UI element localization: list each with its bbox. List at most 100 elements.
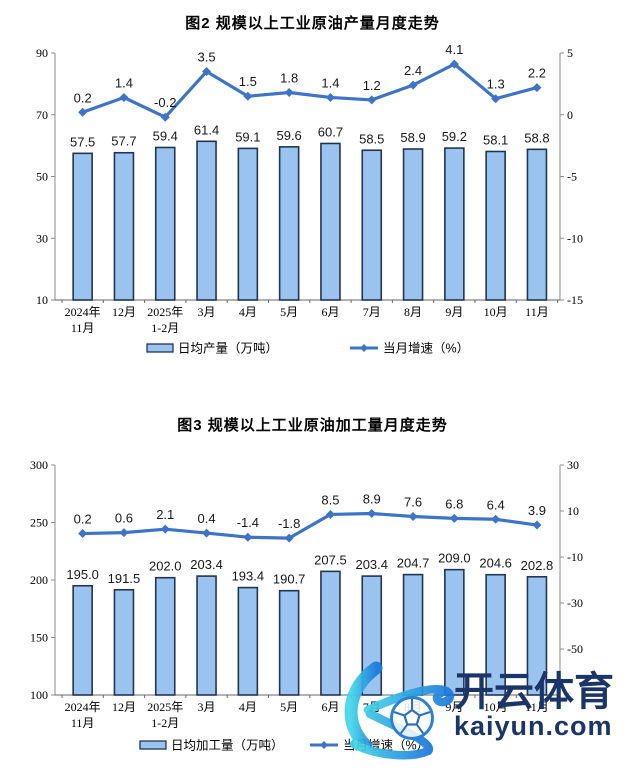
bar-value-label: 204.7 (397, 556, 430, 571)
line-value-label: 8.9 (363, 492, 381, 507)
right-axis-tick-label: -15 (567, 293, 583, 307)
line-value-label: 6.8 (445, 496, 463, 511)
x-axis-label: 5月 (280, 700, 298, 714)
chart3-title: 图3 规模以上工业原油加工量月度走势 (177, 417, 448, 434)
x-axis-label: 12月 (112, 700, 136, 714)
right-axis-tick-label: 10 (567, 504, 579, 518)
bar (154, 576, 176, 696)
bar (113, 151, 135, 301)
bar (485, 150, 506, 301)
bar (444, 147, 465, 301)
x-axis-label: 4月 (239, 305, 257, 319)
bar-value-label: 61.4 (194, 122, 219, 137)
bar-value-label: 57.5 (70, 134, 95, 149)
bar-value-label: 204.6 (479, 556, 512, 571)
line-point-marker (119, 92, 129, 102)
bar-value-label: 59.6 (276, 128, 301, 143)
bar (196, 140, 217, 301)
watermark-domain-text: kaiyun.com (454, 711, 613, 741)
bar-value-label: 193.4 (232, 569, 265, 584)
growth-line-series (81, 511, 539, 540)
right-axis-tick-label: -30 (567, 596, 583, 610)
bar-value-label: 59.1 (235, 129, 260, 144)
x-axis-label: 11月 (525, 700, 549, 714)
bar-value-label: 195.0 (66, 567, 99, 582)
bar (113, 588, 135, 696)
line-value-label: 2.4 (404, 63, 422, 78)
x-axis-label: 10月 (484, 305, 508, 319)
bar-value-label: 190.7 (273, 572, 306, 587)
x-axis-label: 1-2月 (151, 716, 179, 730)
x-axis-label: 3月 (198, 305, 216, 319)
bar-value-label: 58.5 (359, 131, 384, 146)
line-value-label: 0.6 (115, 511, 133, 526)
left-axis-tick-label: 10 (36, 293, 48, 307)
line-value-label: 6.4 (487, 497, 505, 512)
line-value-label: 2.2 (528, 66, 546, 81)
x-axis-label: 2024年 (65, 700, 101, 714)
left-axis-tick-label: 300 (30, 458, 48, 472)
left-axis-tick-label: 150 (30, 631, 48, 645)
line-value-label: 8.5 (321, 492, 339, 507)
line-point-marker (367, 509, 377, 519)
line-value-label: 0.2 (74, 512, 92, 527)
bar (485, 573, 506, 696)
line-point-marker (367, 95, 377, 105)
line-point-marker (408, 80, 418, 90)
bar (444, 568, 465, 696)
line-value-label: 1.2 (363, 78, 381, 93)
x-axis-label: 5月 (280, 305, 298, 319)
bar-value-label: 57.7 (111, 134, 136, 149)
line-point-marker (284, 533, 294, 543)
line-value-label: 1.5 (239, 74, 257, 89)
line-point-marker (119, 528, 129, 538)
bar (154, 146, 176, 301)
kaiyun-logo-icon (344, 661, 454, 760)
growth-line-series (81, 62, 539, 119)
bar (320, 570, 341, 696)
line-point-marker (449, 513, 459, 523)
line-value-label: 3.5 (198, 50, 216, 65)
line-point-marker (408, 512, 418, 522)
x-axis-label: 3月 (198, 700, 216, 714)
bar-value-label: 59.2 (442, 129, 467, 144)
bar-value-label: 191.5 (108, 571, 141, 586)
x-axis-label: 9月 (445, 305, 463, 319)
line-point-marker (491, 94, 501, 104)
line-point-marker (243, 91, 253, 101)
line-point-marker (325, 92, 335, 102)
kaiyun-watermark: 开云体育 kaiyun.com (338, 656, 625, 769)
bar-value-label: 58.9 (400, 130, 425, 145)
bar (278, 146, 300, 301)
line-point-marker (78, 529, 88, 539)
x-axis-label: 6月 (321, 700, 339, 714)
legend-line-marker (360, 344, 368, 352)
bar (237, 147, 259, 301)
bar-value-label: 60.7 (318, 124, 343, 139)
x-axis-label: 2025年 (147, 305, 183, 319)
legend-bar-swatch (139, 740, 167, 750)
left-axis-tick-label: 200 (30, 573, 48, 587)
bar-value-label: 58.1 (483, 132, 508, 147)
legend-bar-label: 日均产量（万吨） (178, 342, 278, 356)
bar (526, 575, 548, 696)
line-value-label: -0.2 (154, 95, 176, 110)
legend-line-marker (320, 741, 328, 749)
x-axis-label: 4月 (239, 700, 257, 714)
bar (320, 142, 341, 301)
line-point-marker (532, 83, 542, 93)
line-value-label: 0.2 (74, 90, 92, 105)
right-axis-tick-label: -10 (567, 550, 583, 564)
line-value-label: 4.1 (445, 42, 463, 57)
line-value-label: 0.4 (198, 511, 216, 526)
left-axis-tick-label: 100 (30, 688, 48, 702)
x-axis-label: 10月 (484, 700, 508, 714)
line-value-label: 3.9 (528, 503, 546, 518)
bar (72, 584, 93, 696)
right-axis-tick-label: 5 (567, 46, 573, 60)
line-point-marker (243, 532, 253, 542)
line-value-label: 7.6 (404, 495, 422, 510)
line-point-marker (78, 107, 88, 117)
legend-bar-label: 日均加工量（万吨） (171, 739, 284, 753)
